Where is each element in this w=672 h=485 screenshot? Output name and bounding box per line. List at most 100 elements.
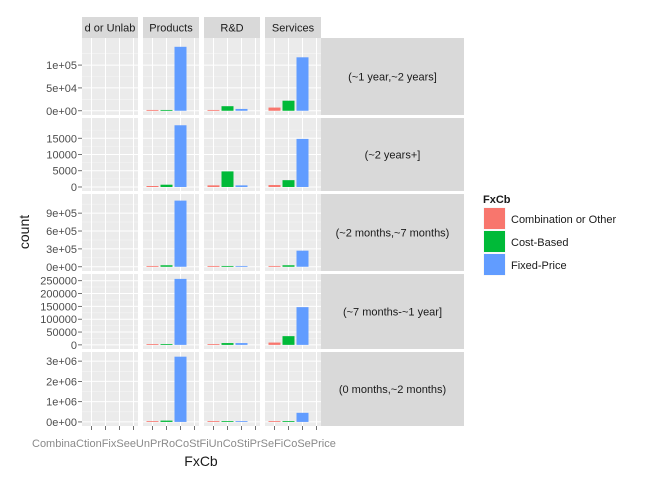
bar [235, 421, 248, 422]
y-tick-label: 0e+00 [46, 262, 77, 274]
bar [268, 107, 281, 111]
bar [174, 125, 187, 187]
panel-background [204, 274, 260, 349]
y-tick-label: 50000 [46, 327, 77, 339]
bar [296, 57, 309, 111]
bar [174, 200, 187, 267]
bar [207, 344, 220, 345]
bar [282, 265, 295, 267]
bar [221, 106, 234, 111]
panel-background [204, 194, 260, 271]
bar [146, 265, 159, 267]
bar [235, 108, 248, 111]
bar [268, 265, 281, 267]
facet-strip-row [321, 194, 464, 271]
bar [268, 421, 281, 422]
y-tick-label: 1e+05 [46, 60, 77, 72]
bar [235, 185, 248, 187]
facet-strip-column-label: Products [149, 23, 193, 35]
panel-background [82, 194, 138, 271]
bar [296, 307, 309, 345]
bar [174, 46, 187, 111]
bar [268, 342, 281, 345]
facet-strip-row-label: (~2 years+] [365, 150, 421, 162]
panel-background [143, 194, 199, 271]
y-tick-label: 0e+00 [46, 106, 77, 118]
bar [296, 138, 309, 187]
y-tick-label: 5000 [53, 166, 77, 178]
y-tick-label: 15000 [46, 133, 77, 145]
facet-strip-column [265, 17, 321, 38]
bar [160, 420, 173, 422]
bar [160, 265, 173, 267]
legend-swatch [484, 208, 505, 229]
bar [296, 412, 309, 422]
legend-swatch [484, 231, 505, 252]
panel-background [143, 274, 199, 349]
y-tick-label: 10000 [46, 150, 77, 162]
y-tick-label: 2e+06 [46, 376, 77, 388]
bar [221, 343, 234, 345]
panel-background [82, 274, 138, 349]
facet-strip-row [321, 38, 464, 115]
facet-strip-row-label: (~2 months,~7 months) [336, 228, 450, 240]
facet-strip-row-label: (0 months,~2 months) [339, 384, 446, 396]
facet-strip-column [82, 17, 138, 38]
bar [146, 109, 159, 111]
bar [174, 356, 187, 422]
y-axis-title: count [16, 215, 32, 249]
y-tick-label: 150000 [40, 301, 77, 313]
bar [235, 343, 248, 345]
legend-title: FxCb [483, 194, 511, 206]
legend-label: Fixed-Price [511, 260, 567, 272]
bar [207, 421, 220, 422]
facet-strip-row [321, 274, 464, 349]
bar [282, 421, 295, 422]
facet-strip-column [204, 17, 260, 38]
y-tick-label: 100000 [40, 314, 77, 326]
facet-strip-row-label: (~1 year,~2 years] [348, 72, 437, 84]
panel-background [265, 194, 321, 271]
bar [207, 109, 220, 111]
facet-strip-row-label: (~7 months-~1 year] [343, 307, 442, 319]
bar [160, 184, 173, 187]
facet-strip-column-label: Services [272, 23, 315, 35]
bar [207, 185, 220, 187]
bar [221, 421, 234, 422]
facet-strip-row [321, 118, 464, 191]
legend-label: Cost-Based [511, 237, 568, 249]
y-tick-label: 200000 [40, 289, 77, 301]
legend-swatch [484, 254, 505, 275]
facet-strip-column [143, 17, 199, 38]
bar [268, 185, 281, 187]
y-tick-label: 0 [71, 182, 77, 194]
x-axis-title: FxCb [184, 453, 218, 469]
x-tick-label: CombinaCtionFixSeeUnPrRoCoStFiUnCoStiPrS… [32, 438, 336, 450]
bar [282, 100, 295, 111]
bar [221, 265, 234, 267]
y-tick-label: 6e+05 [46, 226, 77, 238]
bar [146, 421, 159, 422]
panel-background [143, 352, 199, 426]
facet-strip-row [321, 352, 464, 426]
panel-background [265, 352, 321, 426]
facet-strip-column-label: R&D [220, 23, 243, 35]
y-tick-label: 3e+05 [46, 244, 77, 256]
bar [296, 250, 309, 267]
bar [146, 186, 159, 187]
bar [221, 171, 234, 187]
bar [146, 344, 159, 345]
bar [160, 344, 173, 345]
y-tick-label: 5e+04 [46, 83, 77, 95]
y-tick-label: 9e+05 [46, 208, 77, 220]
y-tick-label: 3e+06 [46, 356, 77, 368]
bar [282, 336, 295, 345]
y-tick-label: 0e+00 [46, 417, 77, 429]
bar [282, 180, 295, 187]
legend-label: Combination or Other [511, 214, 616, 226]
y-tick-label: 0 [71, 340, 77, 352]
bar [174, 278, 187, 345]
bar [207, 265, 220, 267]
